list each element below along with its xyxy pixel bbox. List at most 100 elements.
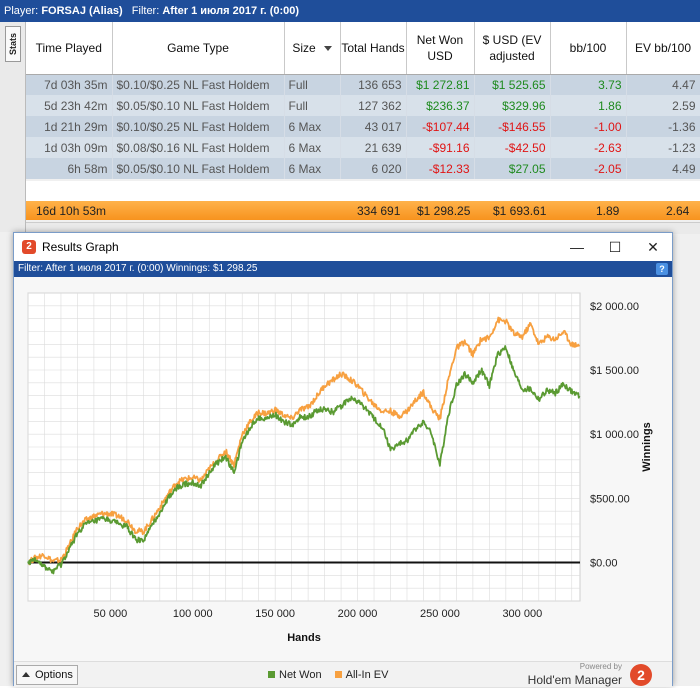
cell-ev-bb100: 4.49 [626, 158, 700, 179]
cell-net-won: $236.37 [406, 95, 475, 116]
col-header-bb100[interactable]: bb/100 [550, 22, 627, 75]
series-line-net-won [27, 345, 581, 575]
cell-net-won: -$12.33 [406, 158, 475, 179]
table-row[interactable]: 7d 03h 35m $0.10/$0.25 NL Fast Holdem Full… [26, 74, 700, 95]
cell-bb100: -1.00 [550, 116, 627, 137]
legend-item-net-won: Net Won [268, 669, 322, 681]
cell-size: 6 Max [284, 137, 341, 158]
cell-size: 6 Max [284, 116, 341, 137]
stats-table: Time Played Game Type Size Total Hands N… [26, 22, 700, 179]
brand-name: Hold'em Manager [527, 673, 622, 687]
col-header-total-hands[interactable]: Total Hands [340, 22, 407, 75]
col-header-time-played[interactable]: Time Played [26, 22, 113, 75]
stats-filter-bar: Player: FORSAJ (Alias) Filter: After 1 и… [0, 0, 700, 22]
tab-stats[interactable]: Stats [5, 26, 21, 62]
cell-time-played: 1d 03h 09m [26, 137, 113, 158]
cell-game-type: $0.10/$0.25 NL Fast Holdem [112, 74, 285, 95]
cell-ev-usd: -$146.55 [474, 116, 551, 137]
y-tick-label: $2 000.00 [590, 301, 639, 313]
side-tab-strip: Stats [0, 22, 26, 232]
cell-game-type: $0.08/$0.16 NL Fast Holdem [112, 137, 285, 158]
graph-bottom-bar: Options Net Won All-In EV Powered by Hol… [14, 661, 672, 687]
maximize-button[interactable]: ☐ [608, 239, 622, 255]
y-axis-label: Winnings [641, 422, 653, 471]
results-chart: 50 000 100 000 150 000 200 000 250 000 300 00… [27, 292, 653, 644]
horizontal-scrollbar[interactable] [26, 222, 700, 234]
y-tick-label: $500.00 [590, 493, 630, 505]
cell-time-played: 6h 58m [26, 158, 113, 179]
close-button[interactable]: ✕ [647, 239, 659, 255]
total-bb100: 1.89 [596, 203, 620, 218]
cell-net-won: -$91.16 [406, 137, 475, 158]
chart-legend: Net Won All-In EV [268, 669, 398, 681]
results-graph-window: 2 Results Graph — ☐ ✕ Filter: After 1 ию… [13, 232, 673, 687]
cell-total-hands: 43 017 [340, 116, 407, 137]
player-label: Player: [4, 5, 39, 17]
x-tick-label: 200 000 [338, 608, 378, 620]
table-row[interactable]: 6h 58m $0.05/$0.10 NL Fast Holdem 6 Max 6 0… [26, 158, 700, 179]
cell-size: Full [284, 74, 341, 95]
cell-ev-bb100: -1.23 [626, 137, 700, 158]
options-button[interactable]: Options [16, 665, 78, 685]
filter-value: After 1 июля 2017 г. (0:00) [162, 5, 300, 17]
cell-bb100: 3.73 [550, 74, 627, 95]
x-axis-label: Hands [287, 632, 321, 644]
results-chart-area: 50 000 100 000 150 000 200 000 250 000 300 00… [14, 277, 672, 661]
cell-bb100: -2.63 [550, 137, 627, 158]
y-tick-label: $1 500.00 [590, 365, 639, 377]
legend-label-all-in-ev: All-In EV [345, 669, 389, 681]
cell-net-won: $1 272.81 [406, 74, 475, 95]
graph-titlebar[interactable]: 2 Results Graph — ☐ ✕ [14, 233, 672, 261]
holdem-manager-brand: Powered by Hold'em Manager 2 [528, 662, 652, 688]
table-row[interactable]: 5d 23h 42m $0.05/$0.10 NL Fast Holdem Full… [26, 95, 700, 116]
col-header-ev-bb100[interactable]: EV bb/100 [626, 22, 700, 75]
cell-total-hands: 127 362 [340, 95, 407, 116]
filter-label: Filter: [131, 5, 160, 17]
x-tick-label: 300 000 [502, 608, 542, 620]
options-button-label: Options [35, 669, 73, 681]
x-tick-label: 150 000 [255, 608, 295, 620]
total-ev-bb100: 2.64 [666, 203, 690, 218]
graph-window-title: Results Graph [42, 240, 119, 254]
total-time: 16d 10h 53m [36, 203, 107, 218]
triangle-up-icon [22, 672, 30, 677]
cell-ev-usd: $27.05 [474, 158, 551, 179]
cell-net-won: -$107.44 [406, 116, 475, 137]
series-line-all-in-ev [27, 316, 581, 566]
player-value: FORSAJ (Alias) [41, 5, 123, 17]
graph-filter-bar: Filter: After 1 июля 2017 г. (0:00) Winn… [14, 261, 672, 277]
col-header-ev-usd[interactable]: $ USD (EV adjusted [474, 22, 551, 75]
brand-powered-by: Powered by [579, 662, 622, 671]
cell-total-hands: 136 653 [340, 74, 407, 95]
hm2-logo-icon: 2 [630, 664, 652, 686]
cell-time-played: 5d 23h 42m [26, 95, 113, 116]
minimize-button[interactable]: — [570, 239, 584, 255]
cell-time-played: 1d 21h 29m [26, 116, 113, 137]
hm2-app-icon: 2 [22, 240, 36, 254]
y-tick-label: $1 000.00 [590, 429, 639, 441]
x-tick-label: 250 000 [420, 608, 460, 620]
cell-game-type: $0.05/$0.10 NL Fast Holdem [112, 158, 285, 179]
col-header-size-label: Size [292, 40, 316, 55]
cell-ev-usd: -$42.50 [474, 137, 551, 158]
cell-time-played: 7d 03h 35m [26, 74, 113, 95]
table-row[interactable]: 1d 03h 09m $0.08/$0.16 NL Fast Holdem 6 Ma… [26, 137, 700, 158]
cell-ev-bb100: 2.59 [626, 95, 700, 116]
table-header-row: Time Played Game Type Size Total Hands N… [26, 22, 700, 75]
x-tick-label: 100 000 [173, 608, 213, 620]
cell-size: 6 Max [284, 158, 341, 179]
totals-row[interactable]: 16d 10h 53m 334 691 $1 298.25 $1 693.61 … [26, 201, 700, 220]
col-header-game-type[interactable]: Game Type [112, 22, 285, 75]
legend-item-all-in-ev: All-In EV [334, 669, 389, 681]
col-header-size[interactable]: Size [284, 22, 341, 75]
help-icon[interactable]: ? [656, 263, 668, 275]
cell-game-type: $0.10/$0.25 NL Fast Holdem [112, 116, 285, 137]
total-net-won: $1 298.25 [417, 203, 471, 218]
table-row[interactable]: 1d 21h 29m $0.10/$0.25 NL Fast Holdem 6 Ma… [26, 116, 700, 137]
legend-swatch-all-in-ev [334, 671, 342, 678]
graph-filter-text: Filter: After 1 июля 2017 г. (0:00) Winn… [18, 263, 258, 274]
cell-game-type: $0.05/$0.10 NL Fast Holdem [112, 95, 285, 116]
cell-bb100: 1.86 [550, 95, 627, 116]
x-tick-label: 50 000 [94, 608, 128, 620]
col-header-net-won[interactable]: Net Won USD [406, 22, 475, 75]
